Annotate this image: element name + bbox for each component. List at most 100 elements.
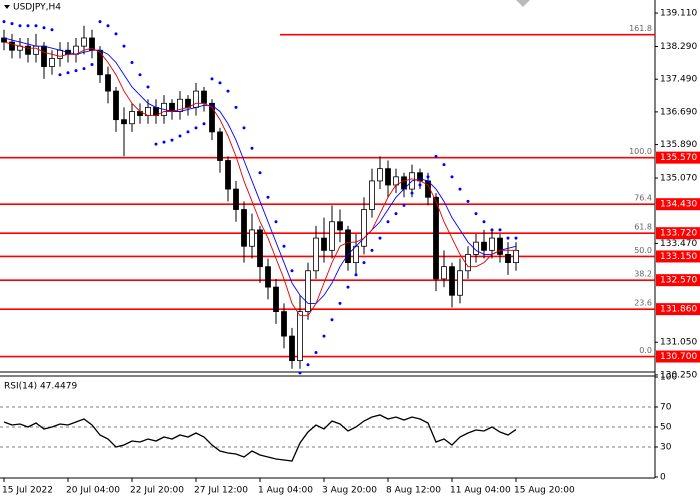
candle-body [41, 45, 47, 67]
candle-body [489, 237, 495, 251]
sar-dot [482, 220, 486, 224]
sar-dot [338, 301, 342, 305]
candle-body [257, 229, 263, 268]
sar-dot [218, 81, 222, 85]
price-box [656, 151, 700, 164]
y-tick-label: 130.250 [660, 370, 697, 380]
candle-body [9, 41, 15, 51]
price-box [656, 250, 700, 263]
sar-dot [346, 285, 350, 289]
rsi-tick-label: 100 [660, 373, 677, 383]
sar-dot [410, 191, 414, 195]
candle-body [81, 37, 87, 47]
candle-body [313, 237, 319, 272]
sar-dot [514, 236, 518, 240]
candle-body [249, 229, 255, 247]
x-tick-label: 15 Jul 2022 [2, 486, 53, 496]
sar-dot [154, 142, 158, 146]
x-tick-label: 1 Aug 04:00 [258, 486, 313, 496]
sar-dot [18, 24, 22, 28]
sar-dot [58, 73, 62, 77]
candle-body [241, 209, 247, 247]
candle-body [337, 221, 343, 231]
y-tick-label: 131.050 [660, 338, 697, 348]
candle-body [1, 37, 7, 43]
sar-dot [178, 134, 182, 138]
candle-body [305, 270, 311, 313]
symbol-label: USDJPY,H4 [13, 3, 61, 13]
sar-dot [194, 126, 198, 130]
candle-body [113, 90, 119, 121]
rsi-tick-label: 0 [660, 473, 666, 483]
candle-body [217, 131, 223, 161]
sar-dot [378, 236, 382, 240]
sar-dot [258, 171, 262, 175]
sar-dot [42, 26, 46, 30]
x-tick-label: 22 Jul 20:00 [130, 486, 184, 496]
rsi-tick-label: 70 [660, 403, 672, 413]
y-tick-label: 135.070 [660, 174, 697, 184]
candle-body [297, 311, 303, 362]
sar-dot [266, 195, 270, 199]
rsi-tick-label: 50 [660, 423, 672, 433]
sar-dot [426, 175, 430, 179]
candle-body [457, 270, 463, 296]
candle-body [193, 90, 199, 108]
sar-dot [466, 199, 470, 203]
sar-dot [66, 71, 70, 75]
candle-body [209, 102, 215, 133]
candle-body [361, 209, 367, 247]
candle-body [201, 90, 207, 104]
fib-level-label: 100.0 [629, 147, 652, 156]
sar-dot [2, 20, 6, 24]
sar-dot [442, 163, 446, 167]
x-tick-label: 20 Jul 04:00 [66, 486, 120, 496]
sar-dot [490, 228, 494, 232]
y-tick-label: 139.110 [660, 9, 697, 19]
candle-body [281, 311, 287, 337]
fib-level-label: 161.8 [629, 24, 652, 33]
sar-dot [274, 220, 278, 224]
price-box-label: 130.700 [660, 352, 697, 362]
price-box [656, 303, 700, 316]
sar-dot [458, 187, 462, 191]
sar-dot [418, 183, 422, 187]
sar-dot [506, 236, 510, 240]
fib-level-label: 38.2 [634, 270, 652, 279]
y-tick-label: 138.290 [660, 42, 697, 52]
candle-body [465, 254, 471, 272]
corner-icon [516, 0, 530, 7]
sar-dot [362, 261, 366, 265]
candle-body [289, 335, 295, 362]
sar-dot [82, 67, 86, 71]
sar-dot [290, 269, 294, 273]
sar-dot [306, 363, 310, 367]
sar-dot [202, 122, 206, 126]
sar-dot [394, 212, 398, 216]
sar-dot [250, 146, 254, 150]
candle-body [497, 237, 503, 255]
sar-dot [106, 24, 110, 28]
fib-level-label: 50.0 [634, 246, 652, 255]
sar-dot [74, 69, 78, 73]
x-tick-label: 8 Aug 12:00 [386, 486, 441, 496]
candle-body [329, 221, 335, 251]
sar-dot [298, 371, 302, 375]
rsi-line [3, 414, 517, 462]
sar-dot [130, 60, 134, 64]
sar-dot [498, 228, 502, 232]
sar-dot [226, 89, 230, 93]
candle-body [513, 249, 519, 263]
fib-level-label: 23.6 [634, 299, 652, 308]
sar-dot [162, 140, 166, 144]
x-tick-label: 27 Jul 12:00 [194, 486, 248, 496]
candle-body [345, 229, 351, 263]
price-box-label: 132.570 [660, 276, 697, 286]
x-tick-label: 15 Aug 20:00 [514, 486, 575, 496]
sar-dot [354, 273, 358, 277]
sar-dot [474, 212, 478, 216]
price-box [656, 198, 700, 211]
price-box-label: 133.720 [660, 229, 697, 239]
candle-body [377, 168, 383, 182]
candle-body [225, 160, 231, 190]
